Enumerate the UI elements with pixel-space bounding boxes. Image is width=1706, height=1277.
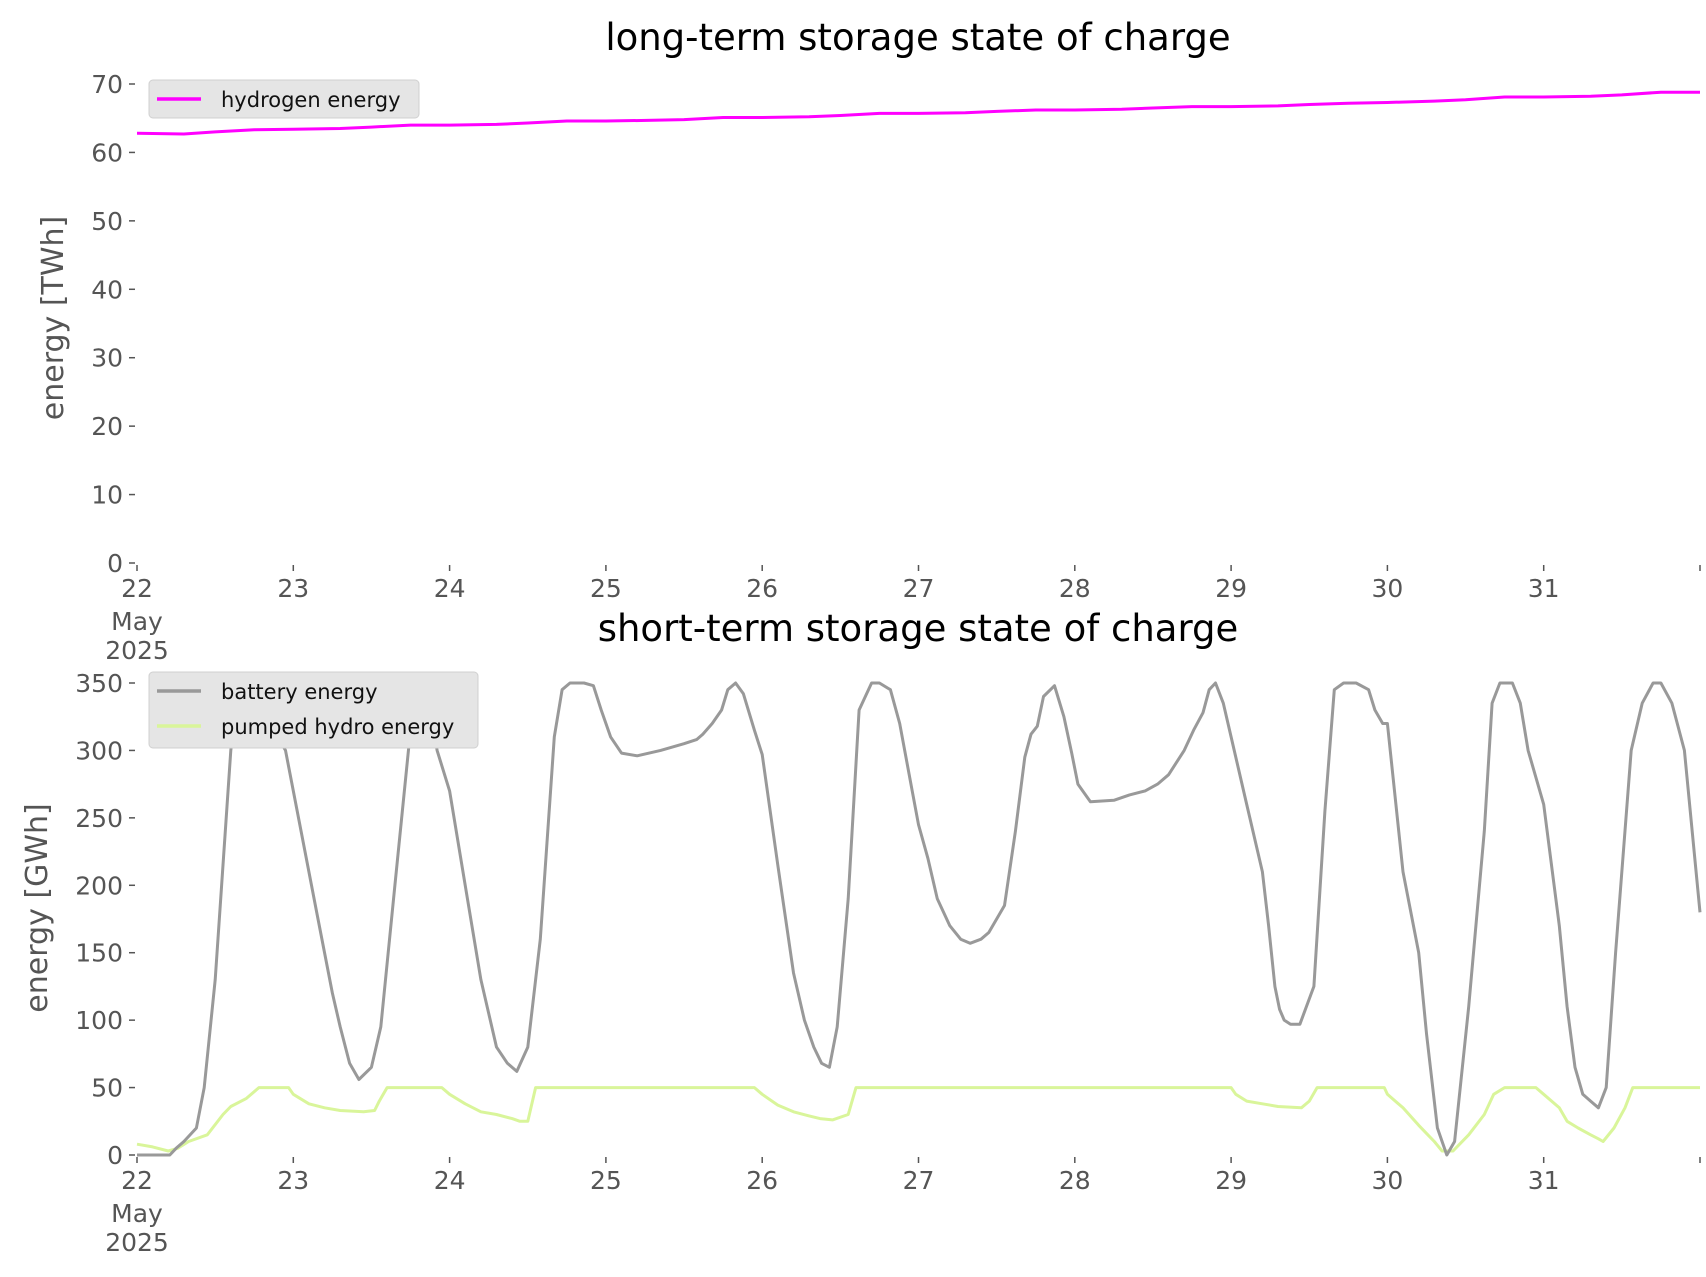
legend-entry: hydrogen energy [221,88,401,112]
y-axis-label: energy [GWh] [20,803,55,1012]
legend-entry: battery energy [221,680,378,704]
y-axis-ticks: 0 10 20 30 40 50 60 70 [91,70,135,578]
y-tick-label: 150 [75,939,123,968]
y-tick-label: 250 [75,804,123,833]
series-lines [136,90,1700,136]
y-tick-label: 20 [91,412,123,441]
x-tick-label: 30 [1371,1166,1403,1195]
legend-box [148,79,420,119]
x-tick-label: 29 [1215,1166,1247,1195]
chart-title: long-term storage state of charge [605,16,1230,59]
legend-box [148,671,479,749]
chart-title: short-term storage state of charge [598,607,1239,650]
y-tick-label: 40 [91,275,123,304]
legend-entry: pumped hydro energy [221,715,454,739]
y-tick-label: 100 [75,1006,123,1035]
y-tick-label: 60 [91,138,123,167]
x-tick-label: 30 [1371,574,1403,603]
x-tick-label: 26 [746,574,778,603]
x-tick-label: 25 [590,1166,622,1195]
series-line [136,90,1700,136]
x-tick-label: 24 [434,1166,466,1195]
y-tick-label: 10 [91,481,123,510]
x-tick-label: 31 [1528,574,1560,603]
x-tick-label: 28 [1059,1166,1091,1195]
x-tick-year-label: 2025 [105,1228,169,1257]
x-tick-label: 29 [1215,574,1247,603]
y-tick-label: 0 [107,1141,123,1170]
y-axis-ticks: 0 50 100 150 200 250 300 350 [75,669,135,1170]
x-tick-label: 23 [277,1166,309,1195]
y-tick-label: 200 [75,871,123,900]
x-tick-label: 28 [1059,574,1091,603]
legend: hydrogen energy [148,79,420,119]
series-line [136,1086,1700,1153]
y-tick-label: 0 [107,549,123,578]
y-tick-label: 300 [75,736,123,765]
x-tick-label: 27 [903,1166,935,1195]
x-tick-label: 22 [121,574,153,603]
x-tick-label: 31 [1528,1166,1560,1195]
y-tick-label: 50 [91,1074,123,1103]
y-tick-label: 350 [75,669,123,698]
x-tick-label: 26 [746,1166,778,1195]
long-term-storage-chart: long-term storage state of charge energy… [36,16,1701,665]
x-tick-month-label: May [111,1199,163,1228]
y-tick-label: 50 [91,207,123,236]
x-tick-label: 23 [277,574,309,603]
y-axis-label: energy [TWh] [36,216,71,420]
series-lines [136,681,1702,1157]
legend: battery energy pumped hydro energy [148,671,479,749]
x-tick-year-label: 2025 [105,636,169,665]
series-line [137,681,1702,1157]
short-term-storage-chart: short-term storage state of charge energ… [20,607,1702,1257]
x-tick-month-label: May [111,607,163,636]
x-tick-label: 27 [903,574,935,603]
y-tick-label: 70 [91,70,123,99]
x-tick-label: 22 [121,1166,153,1195]
x-tick-label: 24 [434,574,466,603]
y-tick-label: 30 [91,344,123,373]
x-tick-label: 25 [590,574,622,603]
